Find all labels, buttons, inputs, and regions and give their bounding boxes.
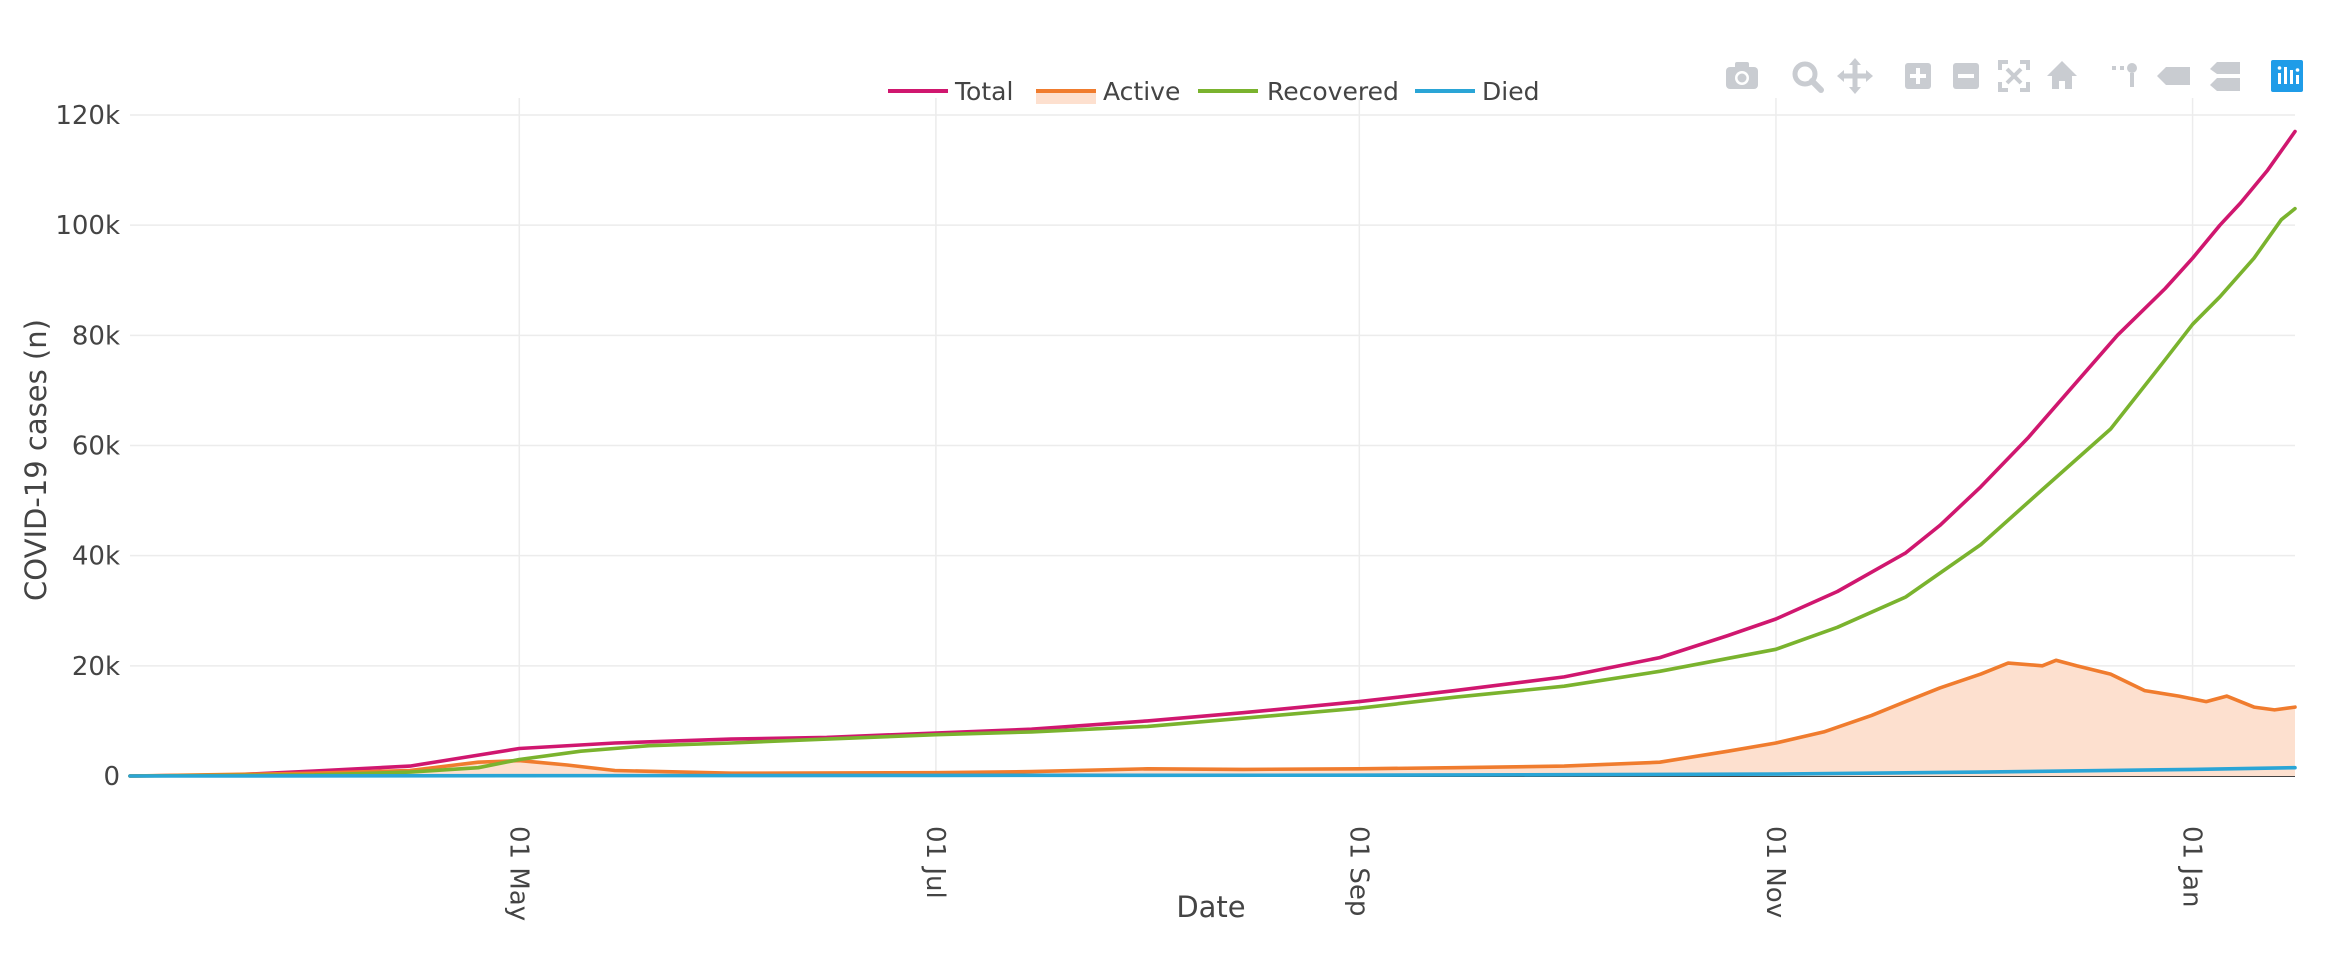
series-active-line[interactable] (128, 658, 2297, 778)
hover-compare-icon (2210, 62, 2240, 91)
x-tick-label: 01 Sep (1343, 826, 1373, 916)
pan-button[interactable] (1837, 58, 1873, 94)
legend-item-active[interactable]: Active (1036, 77, 1180, 106)
zoom-icon (1792, 61, 1824, 93)
y-tick-label: 60k (72, 432, 120, 462)
series-recovered-line[interactable] (128, 206, 2297, 778)
zoom-out-button[interactable] (1953, 63, 1979, 89)
modebar[interactable] (1726, 58, 2303, 94)
y-tick-label: 100k (55, 211, 120, 241)
hover-compare-button[interactable] (2210, 62, 2240, 91)
y-tick-label: 20k (72, 652, 120, 682)
plotly-logo-icon (2271, 60, 2303, 92)
x-axis-ticks: 01 May 01 Jul 01 Sep 01 Nov 01 Jan (503, 826, 2206, 921)
hover-closest-icon (2157, 67, 2190, 85)
plotly-logo-button[interactable] (2271, 60, 2303, 92)
reset-axes-button[interactable] (2047, 61, 2077, 89)
legend-died-label: Died (1482, 77, 1539, 106)
series-total-line[interactable] (128, 129, 2297, 778)
hover-closest-button[interactable] (2157, 67, 2190, 85)
x-tick-label: 01 Nov (1760, 826, 1790, 918)
camera-icon (1726, 62, 1758, 89)
x-axis-title: Date (1176, 890, 1245, 924)
legend-item-recovered[interactable]: Recovered (1198, 77, 1399, 106)
y-tick-label: 0 (103, 762, 120, 792)
zoom-in-button[interactable] (1905, 63, 1931, 89)
autoscale-icon (1998, 60, 2030, 92)
zoom-in-icon (1905, 63, 1931, 89)
y-tick-label: 40k (72, 542, 120, 572)
x-tick-label: 01 Jul (920, 826, 950, 899)
legend-item-died[interactable]: Died (1415, 77, 1539, 106)
y-axis-title: COVID-19 cases (n) (19, 319, 53, 601)
line-layer (128, 129, 2297, 778)
legend-active-label: Active (1103, 77, 1180, 106)
autoscale-button[interactable] (1998, 60, 2030, 92)
zoom-button[interactable] (1792, 61, 1824, 93)
zoom-out-icon (1953, 63, 1979, 89)
home-icon (2047, 61, 2077, 89)
legend-item-total[interactable]: Total (888, 77, 1013, 106)
y-tick-label: 120k (55, 101, 120, 131)
legend[interactable]: Total Active Recovered Died (888, 77, 1539, 106)
x-tick-label: 01 May (503, 826, 533, 921)
x-tick-label: 01 Jan (2177, 826, 2207, 907)
toggle-spike-lines-button[interactable] (2112, 63, 2137, 87)
pan-icon (1837, 58, 1873, 94)
y-tick-label: 80k (72, 321, 120, 351)
spike-lines-icon (2112, 63, 2137, 87)
legend-recovered-label: Recovered (1267, 77, 1399, 106)
legend-active-swatch-fill (1036, 91, 1096, 104)
download-png-button[interactable] (1726, 62, 1758, 89)
gridlines (130, 98, 2295, 777)
y-axis-ticks: 0 20k 40k 60k 80k 100k 120k (55, 101, 120, 792)
legend-total-label: Total (954, 77, 1013, 106)
series-died-line[interactable] (128, 765, 2297, 778)
